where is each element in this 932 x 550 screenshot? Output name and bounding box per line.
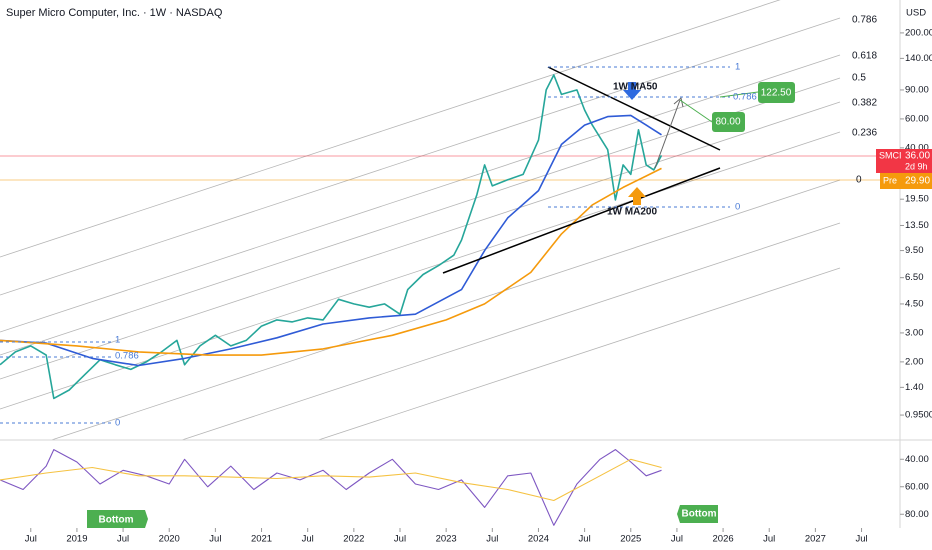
x-tick-label: Jul [394,534,406,545]
y-tick-label: 2.00 [905,356,924,367]
countdown: 2d 9h [905,161,928,171]
x-tick-label: 2021 [251,534,272,545]
fib-channel-label: 0.618 [852,51,877,62]
fib-label: 1 [115,335,120,346]
last-price: 36.00 [905,151,930,162]
x-tick-label: Jul [763,534,775,545]
y-tick-label: 80.00 [905,509,929,520]
y-tick-label: 6.50 [905,272,924,283]
series-line [0,114,662,367]
x-tick-label: Jul [117,534,129,545]
bottom-label: Bottom [682,509,717,520]
fib-label: 0.786 [115,351,139,362]
ma50-label: 1W MA50 [613,82,658,93]
y-tick-label: 40.00 [905,454,929,465]
x-tick-label: 2020 [159,534,180,545]
y-tick-label: 90.00 [905,84,929,95]
bottom-label: Bottom [99,515,134,526]
y-tick-label: 9.50 [905,245,924,256]
x-tick-label: 2025 [620,534,641,545]
x-tick-label: Jul [302,534,314,545]
fib-label: 0.786 [733,92,757,103]
channel [0,0,841,440]
fib-channel-label: 0.236 [852,128,877,139]
y-tick-label: 4.50 [905,298,924,309]
ticker-tag: SMCI [879,150,902,160]
target-label: 80.00 [715,117,740,128]
fib-channel-label: 0.382 [852,98,877,109]
fib-label: 0 [115,418,120,429]
x-tick-label: Jul [209,534,221,545]
fib-channel-label: 0.786 [852,15,877,26]
x-tick-label: Jul [486,534,498,545]
series-line [0,74,663,400]
ma200-label: 1W MA200 [607,207,657,218]
y-tick-label: 1.40 [905,382,924,393]
y-tick-label: 40.00 [905,142,929,153]
x-tick-label: 2022 [343,534,364,545]
y-tick-label: 60.00 [905,481,929,492]
x-tick-label: Jul [671,534,683,545]
x-tick-label: 2026 [713,534,734,545]
currency: USD [906,8,926,19]
fib-label: 1 [735,62,740,73]
x-tick-label: Jul [25,534,37,545]
plot: 200.00140.0090.0060.0040.0019.5013.509.5… [0,27,932,545]
fib-channel-label: 0.5 [852,73,866,84]
drawings [0,66,932,528]
target-label: 122.50 [761,88,792,99]
y-tick-label: 60.00 [905,113,929,124]
x-tick-label: 2024 [528,534,549,545]
y-tick-label: 140.00 [905,53,932,64]
y-tick-label: 3.00 [905,327,924,338]
series-line [0,458,662,502]
series-line [0,449,662,526]
x-tick-label: 2027 [805,534,826,545]
y-tick-label: 19.50 [905,194,929,205]
pre-price: 29.90 [905,176,930,187]
x-tick-label: Jul [579,534,591,545]
y-tick-label: 13.50 [905,220,929,231]
x-tick-label: Jul [855,534,867,545]
pre-tag: Pre [883,175,897,185]
y-tick-label: 0.9500 [905,410,932,421]
x-tick-label: 2019 [66,534,87,545]
y-tick-label: 200.00 [905,27,932,38]
series-line [0,167,662,356]
chart-title: Super Micro Computer, Inc. · 1W · NASDAQ [6,7,223,19]
fib-label: 0 [735,202,740,213]
fib-channel-label: 0 [856,175,862,186]
x-tick-label: 2023 [436,534,457,545]
